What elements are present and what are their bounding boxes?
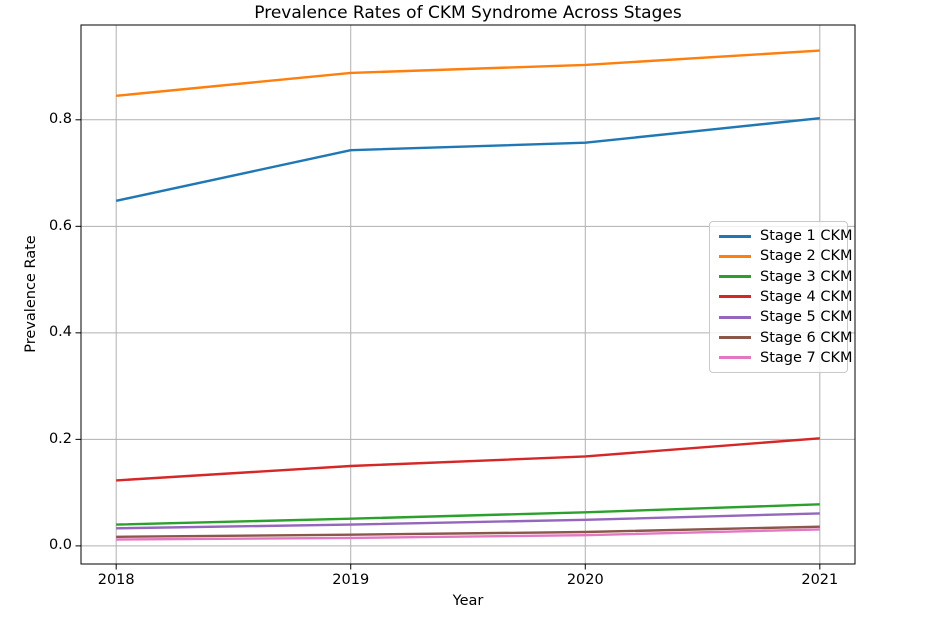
legend-label: Stage 2 CKM — [760, 248, 853, 265]
series-line-4 — [116, 437, 820, 482]
series-line-2 — [116, 49, 820, 97]
legend-label: Stage 5 CKM — [760, 309, 853, 326]
legend-item: Stage 1 CKM — [719, 226, 853, 246]
x-tick-label: 2018 — [97, 572, 135, 588]
legend-item: Stage 2 CKM — [719, 246, 853, 266]
legend: Stage 1 CKM Stage 2 CKM Stage 3 CKM Stage 4… — [709, 221, 853, 373]
y-tick-label: 0.8 — [48, 111, 72, 128]
legend-item: Stage 5 CKM — [719, 307, 853, 327]
chart-title: Prevalence Rates of CKM Syndrome Across … — [254, 3, 682, 23]
y-tick-label: 0.6 — [48, 217, 72, 234]
legend-item: Stage 6 CKM — [719, 328, 853, 348]
series-line-1 — [115, 117, 820, 202]
legend-label: Stage 4 CKM — [760, 288, 853, 305]
series-line-7 — [116, 528, 820, 541]
x-tick-label: 2021 — [801, 572, 839, 588]
legend-line-swatch — [719, 275, 751, 279]
legend-item: Stage 4 CKM — [719, 287, 853, 307]
legend-label: Stage 1 CKM — [760, 228, 853, 245]
x-tick-label: 2019 — [332, 572, 370, 588]
legend-line-swatch — [719, 336, 751, 340]
legend-label: Stage 3 CKM — [760, 268, 853, 285]
legend-line-swatch — [719, 315, 751, 319]
legend-line-swatch — [719, 234, 751, 238]
x-axis-label: Year — [452, 593, 484, 609]
legend-line-swatch — [719, 356, 751, 360]
legend-label: Stage 6 CKM — [760, 329, 853, 346]
legend-label: Stage 7 CKM — [760, 349, 853, 366]
series-line-6 — [116, 525, 820, 538]
legend-line-swatch — [719, 295, 751, 299]
y-tick-label: 0.2 — [48, 430, 72, 447]
y-tick-label: 0.0 — [48, 537, 72, 554]
legend-item: Stage 7 CKM — [719, 348, 853, 368]
legend-item: Stage 3 CKM — [719, 267, 853, 287]
y-tick-label: 0.4 — [48, 324, 72, 341]
series-line-3 — [116, 503, 820, 526]
series-line-5 — [116, 512, 820, 530]
axes-frame — [80, 24, 856, 565]
legend-line-swatch — [719, 254, 751, 258]
x-tick-label: 2020 — [566, 572, 604, 588]
